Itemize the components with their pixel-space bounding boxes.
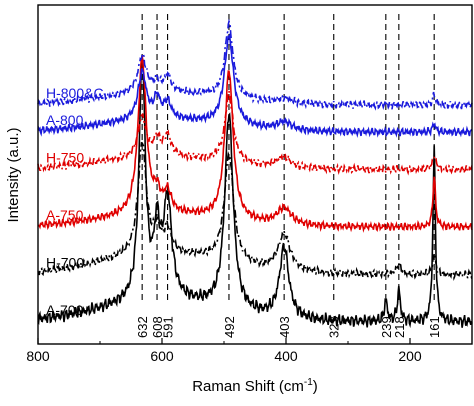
series-line-h-700 (37, 141, 473, 282)
plot-frame (37, 4, 473, 345)
peak-label-632: 632 (135, 316, 150, 338)
peak-label-323: 323 (327, 316, 342, 338)
series-labels: A-700 H-700 A-750 H-750 A-800 H-800&C (46, 85, 104, 318)
series-label-a-750: A-750 (46, 207, 84, 223)
peak-label-492: 492 (222, 316, 237, 338)
x-tick-label-600: 600 (150, 348, 174, 364)
series-lines (37, 18, 473, 329)
series-line-h-800-c (37, 18, 473, 111)
series-line-h-750 (37, 90, 473, 176)
peak-label-218: 218 (392, 316, 407, 338)
x-axis-label: Raman Shift (cm-1) (192, 377, 318, 395)
x-axis-ticks: 800 600 400 200 (26, 338, 422, 364)
x-tick-label-800: 800 (26, 348, 50, 364)
series-line-a-750 (37, 55, 473, 233)
x-tick-label-200: 200 (398, 348, 422, 364)
peak-label-161: 161 (427, 316, 442, 338)
series-line-a-700 (37, 55, 473, 329)
series-label-a-700: A-700 (46, 302, 84, 318)
peak-label-403: 403 (277, 316, 292, 338)
series-label-a-800: A-800 (46, 112, 84, 128)
peak-label-608: 608 (150, 316, 165, 338)
x-tick-label-400: 400 (274, 348, 298, 364)
peak-label-591: 591 (161, 316, 176, 338)
series-label-h-800-c: H-800&C (46, 85, 104, 101)
series-label-h-750: H-750 (46, 149, 84, 165)
peak-label-239: 239 (379, 316, 394, 338)
series-label-h-700: H-700 (46, 255, 84, 271)
series-line-a-800 (37, 32, 473, 138)
y-axis-label: Intensity (a.u.) (5, 127, 22, 222)
